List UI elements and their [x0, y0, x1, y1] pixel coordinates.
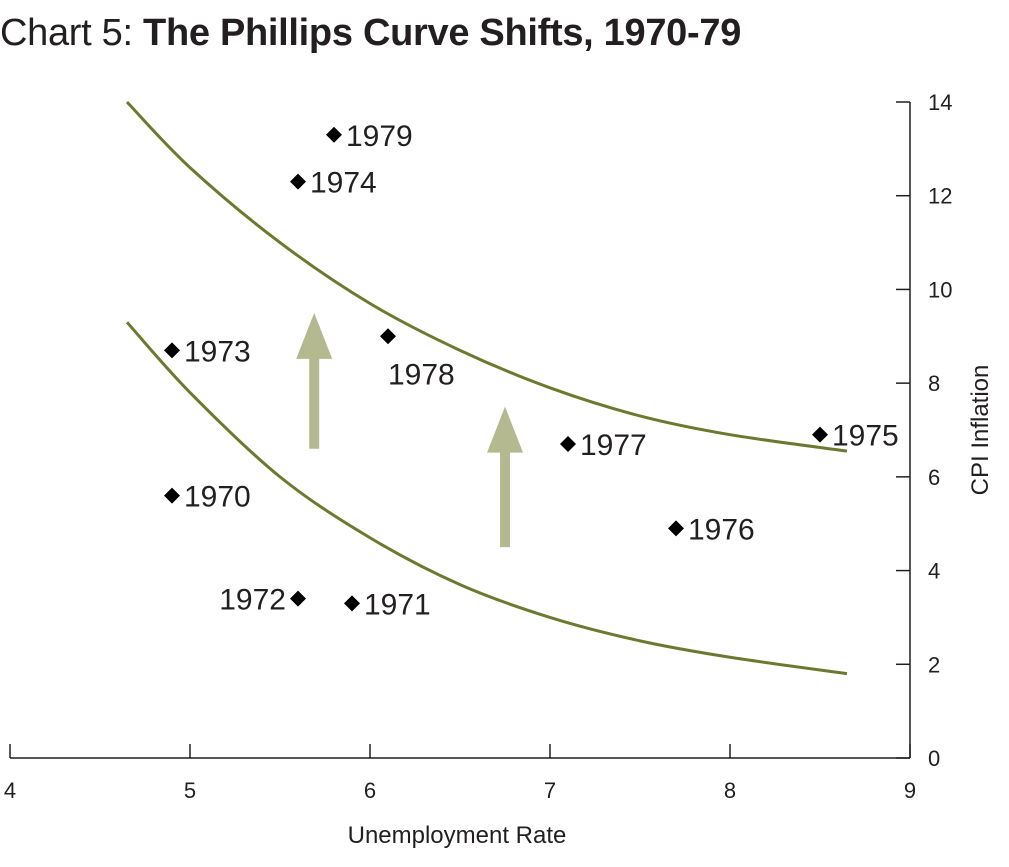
y-tick-label-8: 8 — [928, 371, 940, 396]
y-axis-title: CPI Inflation — [967, 365, 994, 496]
chart-title: Chart 5: The Phillips Curve Shifts, 1970… — [0, 12, 741, 55]
y-tick-label-10: 10 — [928, 277, 952, 302]
data-points: 1970 1971 1972 1973 1974 1975 1976 1977 1978 1979 — [164, 120, 899, 621]
point-marker-1977 — [560, 436, 576, 453]
y-tick-label-6: 6 — [928, 465, 940, 490]
lower-phillips-curve — [125, 321, 848, 676]
shift-arrow-2 — [487, 406, 523, 548]
x-axis-title: Unemployment Rate — [348, 822, 567, 849]
chart-title-prefix: Chart 5: — [0, 12, 144, 54]
x-tick-label-5: 5 — [184, 778, 196, 803]
point-label-1973: 1973 — [184, 335, 251, 368]
x-tick-label-7: 7 — [544, 778, 556, 803]
shift-arrow-1 — [296, 312, 333, 449]
point-label-1979: 1979 — [346, 120, 413, 153]
point-label-1977: 1977 — [580, 429, 647, 462]
point-label-1974: 1974 — [310, 167, 377, 200]
chart-title-main: The Phillips Curve Shifts, 1970-79 — [143, 12, 742, 54]
y-tick-label-0: 0 — [928, 746, 940, 771]
y-tick-label-2: 2 — [928, 652, 940, 677]
point-marker-1974 — [290, 173, 306, 190]
point-marker-1975 — [812, 426, 828, 443]
point-marker-1971 — [344, 595, 360, 612]
y-tick-label-12: 12 — [928, 184, 952, 209]
x-tick-label-4: 4 — [4, 778, 16, 803]
point-label-1971: 1971 — [364, 588, 431, 621]
point-label-1970: 1970 — [184, 481, 251, 514]
point-label-1972: 1972 — [219, 584, 286, 617]
x-tick-label-9: 9 — [904, 778, 916, 803]
point-marker-1978 — [380, 328, 396, 345]
phillips-curves — [125, 100, 848, 676]
point-marker-1973 — [164, 342, 180, 359]
shift-arrows — [296, 312, 523, 548]
point-marker-1979 — [326, 126, 342, 143]
point-label-1975: 1975 — [832, 420, 899, 453]
x-tick-label-8: 8 — [724, 778, 736, 803]
point-marker-1972 — [290, 590, 306, 607]
point-marker-1970 — [164, 487, 180, 504]
y-tick-label-14: 14 — [928, 90, 952, 115]
point-label-1978: 1978 — [388, 358, 455, 391]
x-tick-label-6: 6 — [364, 778, 376, 803]
point-label-1976: 1976 — [688, 513, 755, 546]
y-tick-label-4: 4 — [928, 559, 940, 584]
axes: 4 5 6 7 8 90 2 4 6 8 10 12 14 — [4, 90, 953, 803]
point-marker-1976 — [668, 520, 684, 537]
upper-phillips-curve — [125, 100, 848, 453]
